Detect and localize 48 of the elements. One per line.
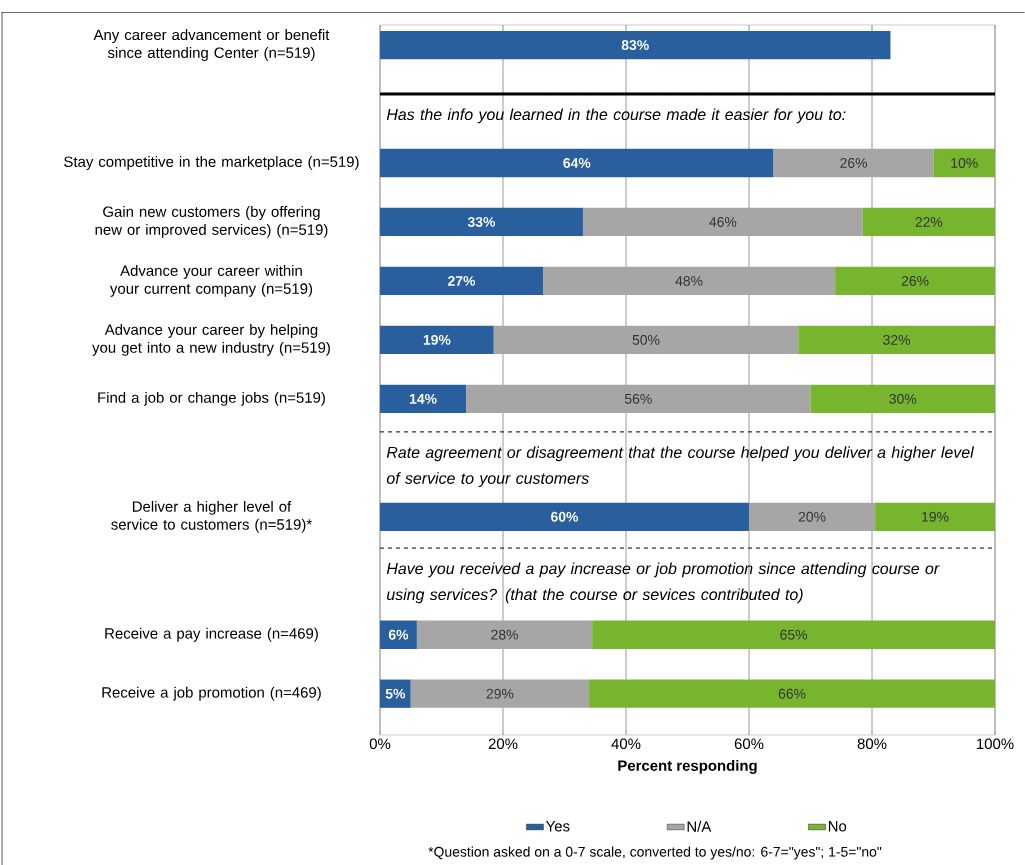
data-label: 19% xyxy=(922,511,949,522)
data-label: 10% xyxy=(951,158,978,168)
y-tick-label: Receive a job promotion (n=469) xyxy=(102,686,321,701)
data-label: 56% xyxy=(624,393,652,404)
data-label: 30% xyxy=(889,393,917,404)
x-axis-title: Percent responding xyxy=(618,759,757,774)
data-label: 14% xyxy=(409,393,437,404)
y-tick-label: Any career advancement or benefit since attending Center (n=519) xyxy=(93,29,330,61)
data-label: 33% xyxy=(467,216,496,227)
x-tick-label: 40% xyxy=(611,738,641,750)
data-label: 19% xyxy=(423,334,451,345)
data-label: 20% xyxy=(798,511,826,522)
annotation: Has the info you learned in the course made it easier for you to: xyxy=(386,108,846,124)
data-label: 27% xyxy=(448,275,476,286)
data-label: 48% xyxy=(675,275,703,286)
data-label: 22% xyxy=(915,217,943,227)
y-tick-label: Advance your career within your current company (n=519) xyxy=(109,264,313,297)
data-label: 32% xyxy=(883,334,911,345)
data-label: 28% xyxy=(491,629,518,640)
y-tick-label: Gain new customers (by offering new or improved services) (n=519) xyxy=(95,206,328,238)
x-tick-label: 100% xyxy=(977,738,1014,750)
data-label: 26% xyxy=(901,275,929,286)
y-tick-label: Find a job or change jobs (n=519) xyxy=(98,391,325,406)
y-tick-label: Advance your career by helping you get into a new industry (n=519) xyxy=(92,323,330,356)
data-label: 64% xyxy=(563,158,591,168)
data-label: 50% xyxy=(632,334,660,345)
data-label: 46% xyxy=(709,217,737,227)
data-label: 29% xyxy=(486,688,514,699)
y-tick-label: Receive a pay increase (n=469) xyxy=(105,627,318,642)
data-label: 66% xyxy=(778,688,806,699)
data-label: 6% xyxy=(388,629,409,640)
y-tick-label: Deliver a higher level of service to customers (n=519)* xyxy=(111,500,312,533)
annotation: Have you received a pay increase or job promotion since attending course or using services? (that the course or sevices contributed to) xyxy=(386,562,940,604)
data-label: 60% xyxy=(551,511,579,522)
data-label: 5% xyxy=(385,688,406,699)
data-label: 26% xyxy=(840,158,868,168)
legend-label: N/A xyxy=(687,820,712,832)
annotation: Rate agreement or disagreement that the course helped you deliver a higher level of service to your customers xyxy=(386,446,975,488)
y-tick-label: Stay competitive in the marketplace (n=519) xyxy=(64,156,359,170)
data-label: 83% xyxy=(621,40,649,50)
x-tick-label: 0% xyxy=(369,738,391,750)
x-tick-label: 20% xyxy=(488,738,518,750)
text: *Question asked on a 0-7 scale, converted to yes/no: 6-7="yes"; 1-5="no" xyxy=(428,846,882,860)
x-tick-label: 80% xyxy=(857,738,887,750)
data-label: 65% xyxy=(780,629,808,640)
legend-label: Yes xyxy=(545,821,570,832)
legend-label: No xyxy=(828,821,847,832)
x-tick-label: 60% xyxy=(734,738,764,750)
